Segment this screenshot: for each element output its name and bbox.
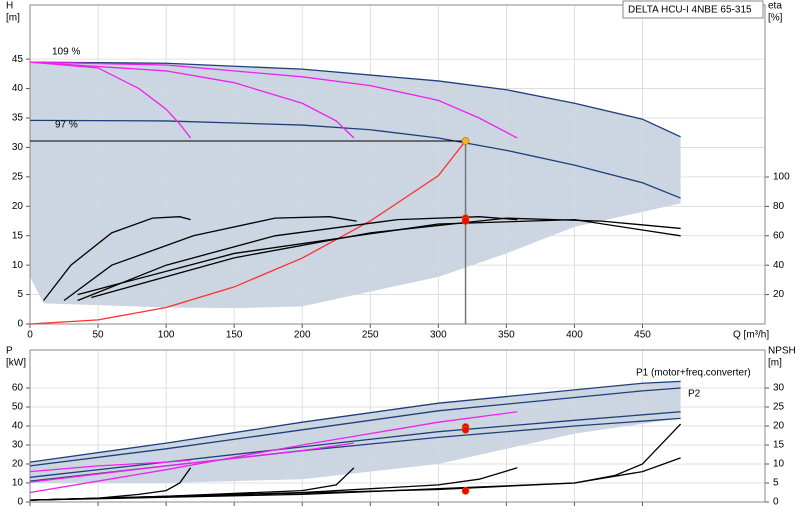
y-tick-label: 0 — [17, 497, 23, 508]
y2-axis-label: eta — [768, 1, 782, 12]
x-tick-label: 350 — [498, 330, 515, 341]
y-tick-label: 20 — [12, 459, 24, 470]
y-tick-label: 40 — [12, 421, 24, 432]
y2-tick-label: 60 — [773, 230, 785, 241]
curve — [29, 459, 191, 473]
y-axis-label: [kW] — [6, 358, 26, 369]
curve — [29, 387, 681, 467]
curve — [29, 380, 681, 463]
curve — [29, 457, 681, 501]
y2-tick-label: 100 — [773, 172, 790, 183]
annotation: P2 — [688, 389, 701, 400]
curve — [29, 411, 518, 494]
y2-axis-label: NPSH — [768, 346, 796, 357]
y-tick-label: 0 — [17, 319, 23, 330]
y-tick-label: 15 — [12, 230, 24, 241]
curve — [29, 119, 681, 199]
x-tick-label: 200 — [294, 330, 311, 341]
x-tick-label: 250 — [362, 330, 379, 341]
y2-tick-label: 80 — [773, 201, 785, 212]
y-axis-label: [m] — [6, 13, 20, 24]
curve — [77, 218, 681, 296]
y2-tick-label: 20 — [773, 289, 785, 300]
curve — [43, 216, 191, 301]
x-tick-label: 0 — [27, 330, 33, 341]
y-tick-label: 10 — [12, 260, 24, 271]
y-tick-label: 45 — [12, 54, 24, 65]
annotation: 97 % — [55, 120, 78, 131]
duty-point — [461, 137, 470, 145]
y-axis-label: P — [6, 346, 13, 357]
curve — [91, 217, 681, 299]
curve — [77, 216, 518, 302]
x-tick-label: 400 — [566, 330, 583, 341]
x-axis-label: Q [m³/h] — [733, 330, 769, 341]
y-axis-label: H — [6, 1, 13, 12]
y2-tick-label: 0 — [773, 497, 779, 508]
y-tick-label: 5 — [17, 289, 23, 300]
duty-point — [461, 217, 470, 225]
y2-axis-label: [m] — [768, 358, 782, 369]
chart-title: DELTA HCU-I 4NBE 65-315 — [628, 5, 752, 16]
y-tick-label: 20 — [12, 201, 24, 212]
y-tick-label: 60 — [12, 383, 24, 394]
curve — [29, 61, 518, 139]
operating-region — [30, 62, 681, 309]
y2-axis-label: [%] — [768, 13, 783, 24]
y-tick-label: 50 — [12, 402, 24, 413]
y2-tick-label: 5 — [773, 478, 779, 489]
y2-tick-label: 15 — [773, 440, 785, 451]
curve — [29, 411, 681, 478]
x-tick-label: 300 — [430, 330, 447, 341]
duty-point — [461, 425, 470, 434]
y-tick-label: 10 — [12, 478, 24, 489]
title-box — [622, 0, 764, 19]
y-tick-label: 35 — [12, 113, 24, 124]
curve — [29, 61, 192, 139]
y2-tick-label: 20 — [773, 421, 785, 432]
curve — [63, 216, 357, 302]
plot-frame — [29, 4, 766, 325]
x-tick-label: 100 — [158, 330, 175, 341]
y2-tick-label: 40 — [773, 260, 785, 271]
y-tick-label: 30 — [12, 440, 24, 451]
annotation: P1 (motor+freq.converter) — [636, 368, 751, 379]
curve — [29, 442, 355, 483]
y2-tick-label: 25 — [773, 402, 785, 413]
y-tick-label: 25 — [12, 172, 24, 183]
y2-tick-label: 10 — [773, 459, 785, 470]
y-tick-label: 40 — [12, 83, 24, 94]
x-tick-label: 50 — [92, 330, 104, 341]
curve — [29, 140, 467, 325]
x-tick-label: 450 — [634, 330, 651, 341]
plot-frame — [29, 349, 766, 503]
curve — [29, 61, 355, 139]
curve — [29, 61, 681, 138]
y2-tick-label: 30 — [773, 383, 785, 394]
x-tick-label: 150 — [226, 330, 243, 341]
duty-point — [461, 487, 470, 495]
annotation: 109 % — [52, 47, 80, 58]
y-tick-label: 30 — [12, 142, 24, 153]
